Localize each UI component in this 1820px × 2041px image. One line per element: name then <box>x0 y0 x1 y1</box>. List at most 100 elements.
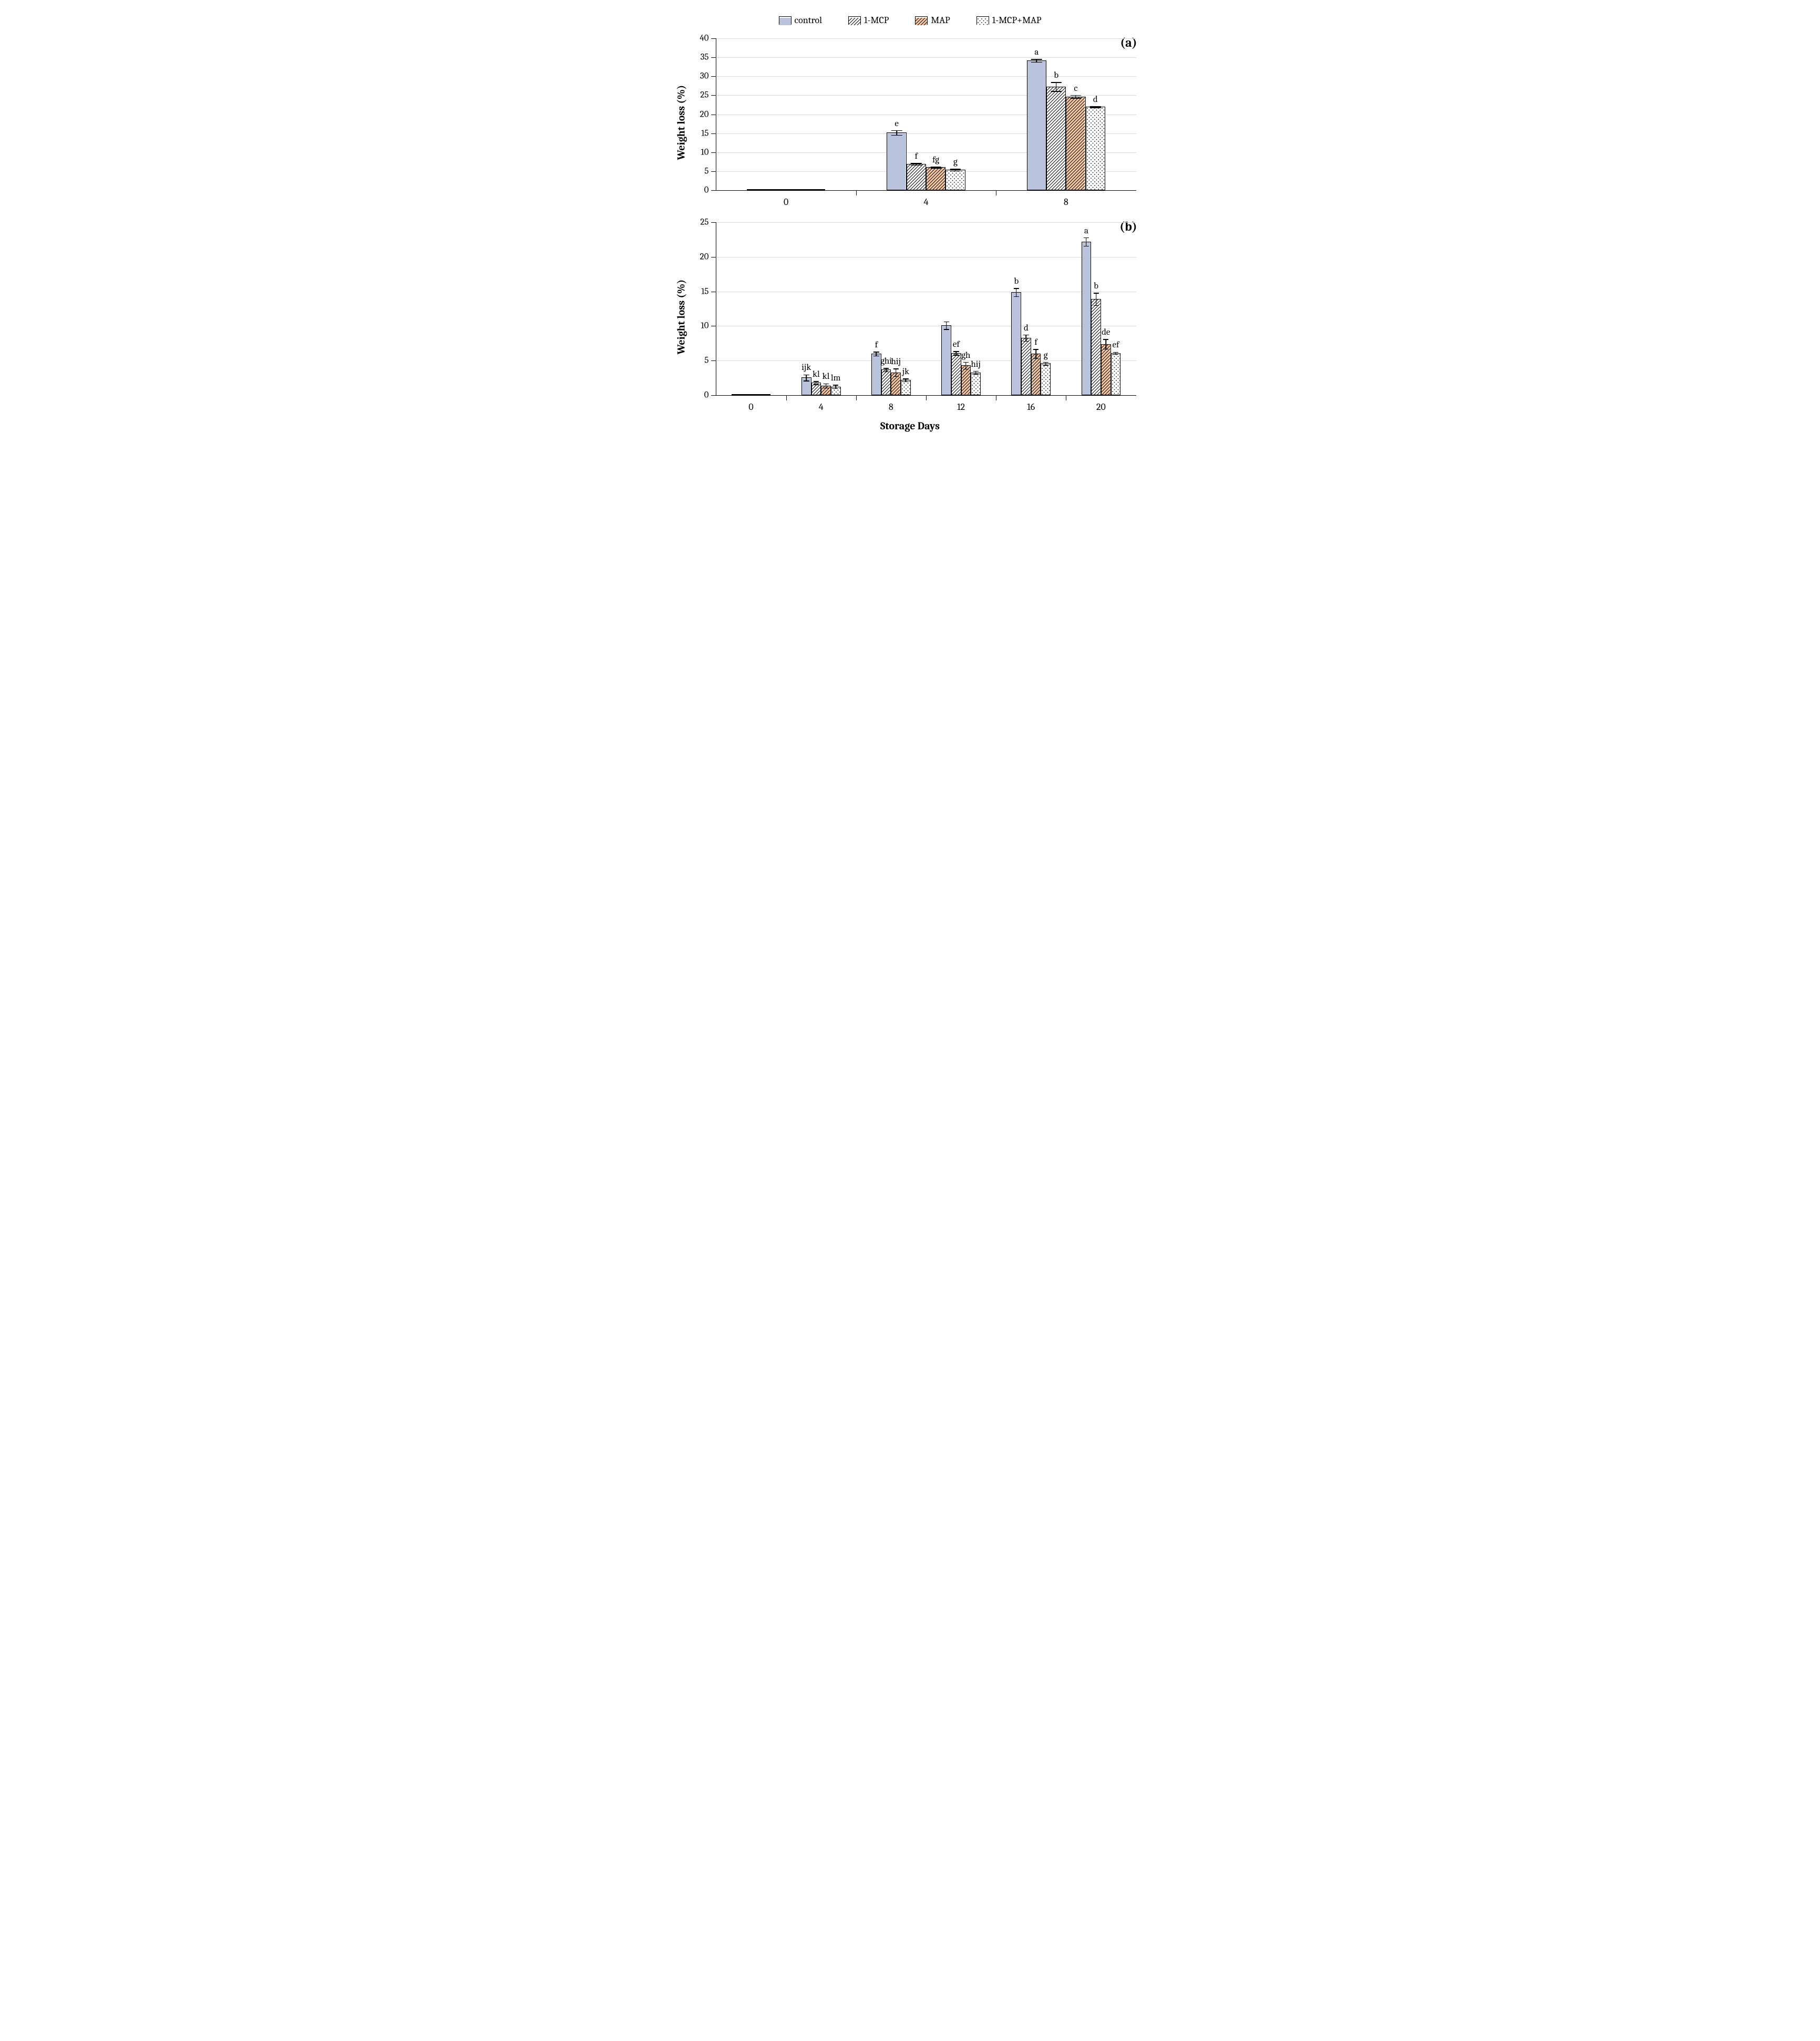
error-bar <box>1026 335 1027 341</box>
bar-control <box>1082 242 1092 395</box>
error-cap <box>1071 98 1082 99</box>
significance-label: kl <box>813 369 820 379</box>
bar-mcp <box>1046 87 1066 190</box>
error-cap <box>833 388 838 389</box>
x-tick <box>856 190 857 195</box>
x-tick-label: 0 <box>784 190 788 208</box>
significance-label: d <box>1024 323 1029 333</box>
error-cap <box>814 384 819 385</box>
significance-label: de <box>1102 327 1110 337</box>
x-tick-label: 4 <box>819 395 824 413</box>
legend-label-mcp: 1-MCP <box>864 15 889 26</box>
y-tick-label: 25 <box>700 218 716 228</box>
error-cap <box>1043 362 1048 363</box>
x-tick-label: 20 <box>1096 395 1106 413</box>
significance-label: e <box>894 119 899 129</box>
error-cap <box>814 381 819 382</box>
bar-control <box>732 394 742 395</box>
error-bar <box>946 322 947 329</box>
x-tick <box>926 395 927 400</box>
bar-mcp <box>766 189 786 190</box>
y-tick-label: 40 <box>700 34 716 44</box>
error-bar <box>1105 339 1106 348</box>
gridline <box>716 76 1136 77</box>
significance-label: ef <box>1112 340 1119 350</box>
error-cap <box>930 168 941 169</box>
error-cap <box>1033 349 1038 350</box>
significance-label: fg <box>932 155 939 165</box>
significance-label: ghi <box>880 356 892 366</box>
bar-combo <box>945 170 965 190</box>
bar-control <box>1011 292 1021 395</box>
bar-control <box>871 354 881 395</box>
error-cap <box>973 371 978 372</box>
significance-label: ijk <box>801 363 811 373</box>
error-bar <box>1096 293 1097 305</box>
significance-label: b <box>1014 276 1019 286</box>
error-cap <box>893 368 899 369</box>
bar-control <box>887 132 906 190</box>
bar-map <box>786 189 806 190</box>
legend-swatch-map <box>915 16 928 25</box>
legend-swatch-control <box>779 16 791 25</box>
y-tick-label: 10 <box>701 147 716 157</box>
significance-label: b <box>1094 281 1098 291</box>
error-cap <box>1090 107 1101 108</box>
bar-map <box>751 394 761 395</box>
error-cap <box>1023 341 1029 342</box>
error-cap <box>963 369 969 370</box>
error-cap <box>1113 352 1118 353</box>
error-cap <box>804 375 809 376</box>
error-bar <box>1086 238 1087 246</box>
error-cap <box>883 368 889 369</box>
error-cap <box>1084 238 1089 239</box>
legend-item-map: MAP <box>915 15 950 26</box>
significance-label: hij <box>971 359 980 369</box>
plot-area-a: 05101520253035400 4 e f fg <box>716 38 1136 191</box>
panel-b: Weight loss (%) (b) 05101520250 4 ijk kl <box>674 217 1147 417</box>
error-cap <box>1031 59 1042 60</box>
error-cap <box>873 352 879 353</box>
significance-label: hij <box>891 357 901 367</box>
gridline <box>716 222 1136 223</box>
significance-label: lm <box>831 373 840 383</box>
error-cap <box>1023 335 1029 336</box>
error-cap <box>963 362 969 363</box>
error-cap <box>1103 339 1108 340</box>
error-cap <box>891 130 902 131</box>
legend-label-combo: 1-MCP+MAP <box>992 15 1042 26</box>
error-cap <box>873 356 879 357</box>
bar-map <box>1031 354 1041 395</box>
x-tick-label: 12 <box>957 395 965 413</box>
x-tick-label: 8 <box>889 395 893 413</box>
error-cap <box>903 382 908 383</box>
legend: control1-MCPMAP1-MCP+MAP <box>674 11 1147 28</box>
x-tick-label: 8 <box>1064 190 1068 208</box>
gridline <box>716 360 1136 361</box>
significance-label: f <box>915 151 918 161</box>
error-cap <box>943 329 949 330</box>
error-cap <box>1093 305 1098 306</box>
error-bar <box>965 362 966 369</box>
error-bar <box>1035 349 1036 358</box>
error-cap <box>943 322 949 323</box>
error-bar <box>1056 82 1057 91</box>
bar-mcp <box>1021 338 1031 395</box>
bar-mcp <box>951 353 961 395</box>
bar-combo <box>806 189 825 190</box>
error-cap <box>893 376 899 377</box>
significance-label: a <box>1084 226 1088 236</box>
panel-a: Weight loss (%) (a) 05101520253035400 4 … <box>674 33 1147 212</box>
error-bar <box>896 368 897 376</box>
error-cap <box>903 378 908 379</box>
error-cap <box>911 165 922 166</box>
legend-swatch-combo <box>976 16 989 25</box>
bar-mcp <box>1091 299 1101 395</box>
error-cap <box>1014 288 1019 289</box>
error-cap <box>1090 106 1101 107</box>
legend-swatch-mcp <box>848 16 861 25</box>
error-cap <box>1071 95 1082 96</box>
error-cap <box>833 385 838 386</box>
significance-label: jk <box>902 367 909 377</box>
y-tick-label: 15 <box>701 286 716 296</box>
